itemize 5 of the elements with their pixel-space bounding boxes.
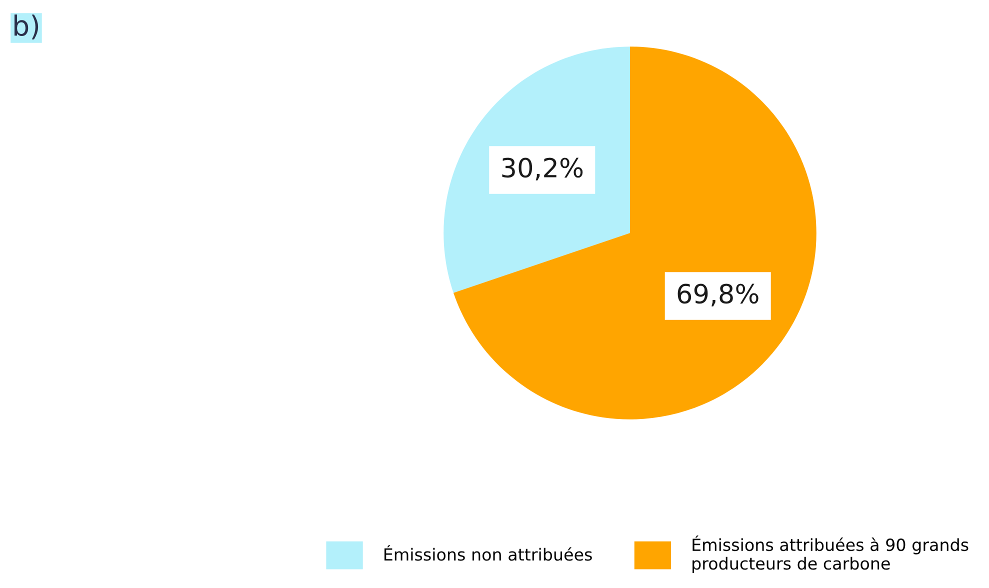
- legend-label: Émissions attribuées à 90 grands producteurs de carbone: [692, 535, 968, 573]
- data-label: 30,2%: [502, 158, 583, 180]
- text: b): [14, 14, 38, 40]
- legend-label: Émissions non attribuées: [384, 545, 592, 561]
- data-label: 69,8%: [678, 284, 758, 306]
